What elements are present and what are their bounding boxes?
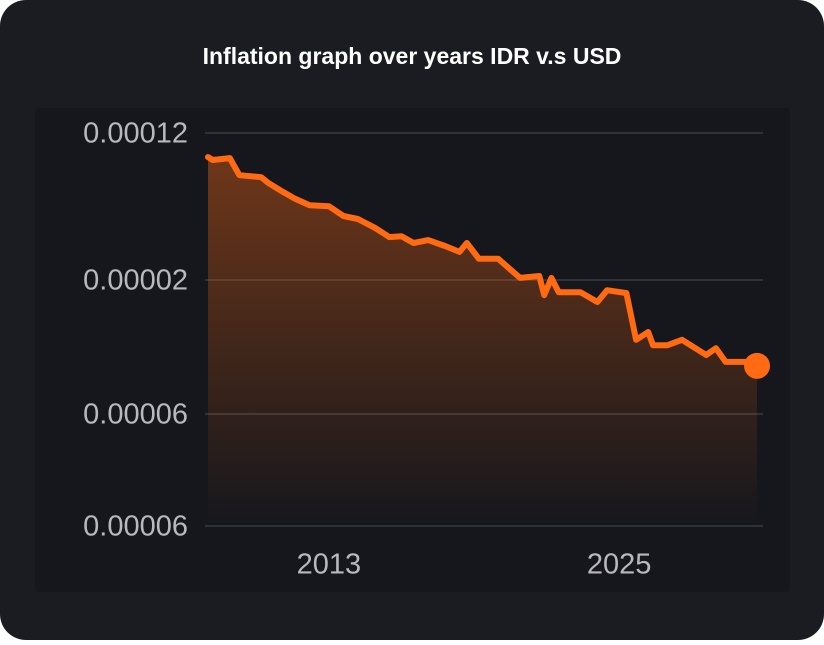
y-tick-label: 0.00012 xyxy=(83,118,188,150)
x-tick-label: 2013 xyxy=(297,549,362,581)
y-tick-label: 0.00006 xyxy=(83,511,188,543)
chart-title: Inflation graph over years IDR v.s USD xyxy=(203,43,622,69)
y-tick-label: 0.00006 xyxy=(83,399,188,431)
x-tick-label: 2025 xyxy=(587,549,652,581)
y-tick-label: 0.00002 xyxy=(83,265,188,297)
end-dot xyxy=(744,352,770,379)
line xyxy=(205,154,760,369)
area-fill xyxy=(208,157,757,526)
